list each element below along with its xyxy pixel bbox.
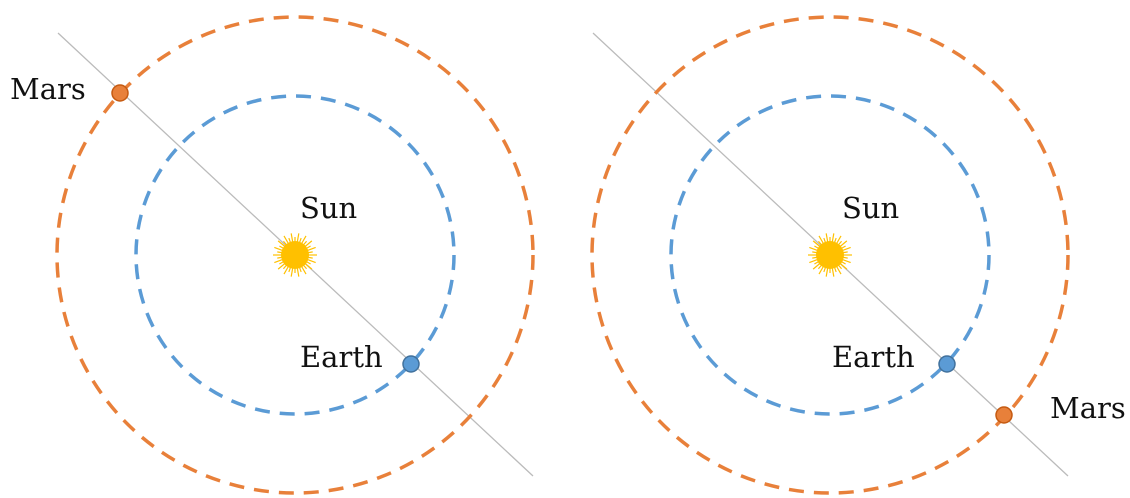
sun-ray xyxy=(304,262,313,270)
sun-ray xyxy=(307,258,316,264)
sun-ray xyxy=(812,262,821,270)
sun-ray xyxy=(277,262,286,270)
mars-label: Mars xyxy=(10,72,86,106)
mars-label: Mars xyxy=(1050,391,1126,425)
sun-ray xyxy=(809,246,818,252)
earth-label: Earth xyxy=(832,340,915,374)
sun-ray xyxy=(307,246,316,252)
earth-planet xyxy=(402,355,420,373)
sun-ray xyxy=(831,233,835,243)
sun-ray xyxy=(831,267,835,277)
sun-label: Sun xyxy=(300,191,357,225)
sun-ray xyxy=(842,246,851,252)
sun-label: Sun xyxy=(842,191,899,225)
sun-ray xyxy=(809,258,818,264)
earth-label: Earth xyxy=(300,340,383,374)
mars-planet xyxy=(995,406,1013,424)
sun-ray xyxy=(825,233,829,243)
mars-orbit xyxy=(55,15,535,495)
sun-ray xyxy=(296,233,300,243)
sun-ray xyxy=(839,262,848,270)
mars-orbit xyxy=(590,15,1070,495)
sun xyxy=(816,241,844,269)
earth-planet xyxy=(938,355,956,373)
sun-ray xyxy=(283,265,290,275)
sun-ray xyxy=(835,235,842,245)
sun-ray xyxy=(277,240,286,248)
sun-ray xyxy=(818,235,825,245)
panel-left: Sun Earth Mars xyxy=(10,15,535,495)
sun-ray xyxy=(300,235,307,245)
panel-right: Sun Earth Mars xyxy=(590,15,1126,495)
sun xyxy=(281,241,309,269)
sun-ray xyxy=(842,258,851,264)
mars-planet xyxy=(111,84,129,102)
sun-ray xyxy=(812,240,821,248)
sun-ray xyxy=(839,240,848,248)
sun-ray xyxy=(274,258,283,264)
sun-ray xyxy=(304,240,313,248)
earth-orbit xyxy=(669,94,991,416)
sun-ray xyxy=(835,265,842,275)
sun-ray xyxy=(825,267,829,277)
earth-orbit xyxy=(134,94,456,416)
sun-ray xyxy=(290,267,294,277)
sun-ray xyxy=(283,235,290,245)
sun-ray xyxy=(296,267,300,277)
sun-ray xyxy=(290,233,294,243)
sun-ray xyxy=(274,246,283,252)
sun-ray xyxy=(300,265,307,275)
sun-ray xyxy=(818,265,825,275)
